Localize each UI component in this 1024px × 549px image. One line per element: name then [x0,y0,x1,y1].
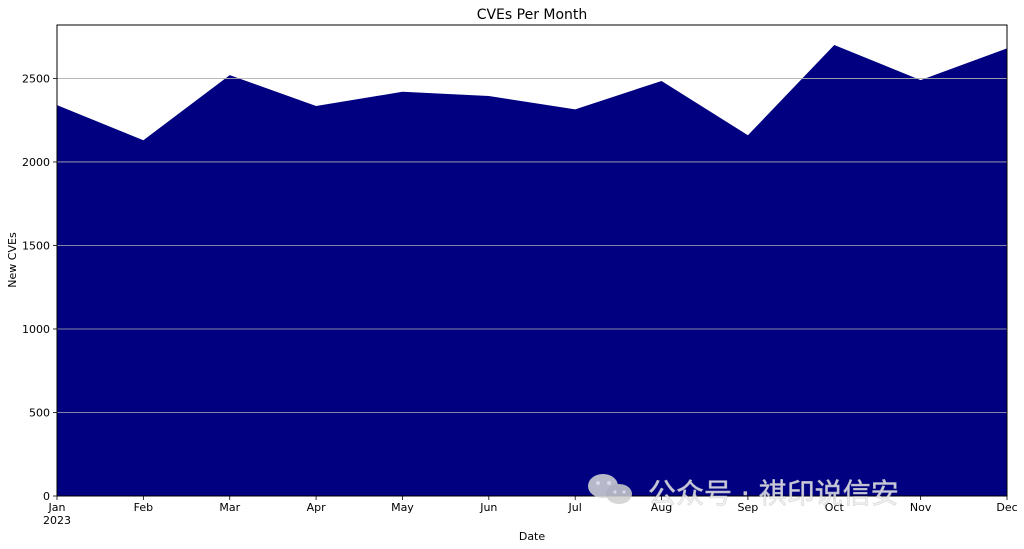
watermark: 公众号 · 祺印说信安 [588,474,899,510]
x-tick-label-jan: Jan [48,501,66,514]
x-tick-label-may: May [391,501,414,514]
x-tick-label-oct: Oct [825,501,845,514]
y-tick-label-0: 0 [43,490,50,503]
chart-title: CVEs Per Month [477,7,588,23]
x-axis: Jan Feb Mar Apr May Jun Jul Aug Sep Oct Nov Dec 2023 [43,496,1018,527]
x-tick-label-jun: Jun [479,501,497,514]
y-axis-label: New CVEs [6,232,19,288]
watermark-text: 公众号 · 祺印说信安 [648,477,899,510]
y-tick-label-2000: 2000 [22,156,50,169]
x-axis-label: Date [519,530,546,543]
wechat-icon [588,474,632,504]
y-tick-label-1500: 1500 [22,239,50,252]
plot-area [56,45,1008,497]
x-tick-label-aug: Aug [651,501,672,514]
x-tick-label-jul: Jul [568,501,582,514]
x-tick-label-apr: Apr [307,501,327,514]
y-tick-label-2500: 2500 [22,72,50,85]
y-axis: 0 500 1000 1500 2000 2500 [22,72,57,503]
x-tick-year-label: 2023 [43,514,71,527]
x-tick-label-mar: Mar [219,501,240,514]
area-series-0 [57,45,1007,497]
plot-frame [56,24,1008,497]
x-tick-label-dec: Dec [996,501,1017,514]
x-tick-label-feb: Feb [134,501,153,514]
y-tick-label-500: 500 [29,406,50,419]
x-tick-label-sep: Sep [738,501,759,514]
x-tick-label-nov: Nov [910,501,932,514]
y-tick-label-1000: 1000 [22,323,50,336]
